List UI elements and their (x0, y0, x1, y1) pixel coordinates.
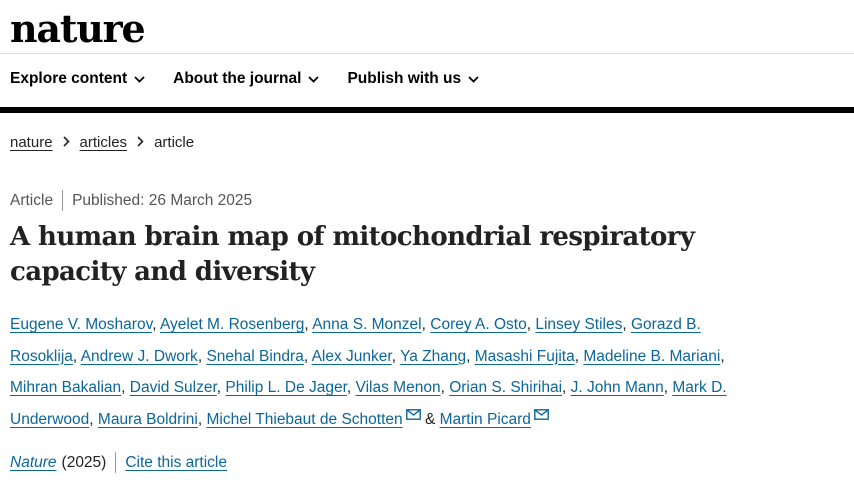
author-link[interactable]: Andrew J. Dwork (80, 347, 198, 365)
author-link[interactable]: Orian S. Shirihai (449, 379, 563, 396)
author-list: Eugene V. Mosharov, Ayelet M. Rosenberg,… (10, 309, 740, 435)
main-nav: Explore content About the journal Publis… (10, 70, 507, 88)
author-separator: , (440, 379, 445, 396)
mail-icon[interactable] (405, 408, 421, 420)
author-link[interactable]: Mark D. Underwood (10, 379, 727, 428)
nav-publish-with-us[interactable]: Publish with us (347, 70, 479, 88)
author-separator: , (72, 347, 78, 365)
author-link[interactable]: Ayelet M. Rosenberg (159, 316, 305, 333)
article-type: Article (10, 191, 54, 209)
breadcrumb-articles[interactable]: articles (79, 134, 128, 151)
author-separator: , (720, 347, 725, 365)
author-separator: , (574, 347, 580, 365)
author-link[interactable]: J. John Mann (570, 379, 664, 396)
article-title: A human brain map of mitochondrial respi… (10, 222, 695, 287)
author-link[interactable]: Anna S. Monzel (312, 316, 422, 333)
author-link[interactable]: David Sulzer (129, 379, 217, 396)
author-link[interactable]: Michel Thiebaut de Schotten (206, 410, 403, 428)
citation-line: Nature (2025) Cite this article (10, 452, 227, 473)
author-separator: , (89, 410, 94, 428)
chevron-right-icon (137, 134, 144, 151)
chevron-down-icon (134, 70, 145, 88)
breadcrumb: nature articles article (10, 134, 194, 151)
header-divider (0, 53, 854, 54)
author-separator: , (663, 379, 669, 396)
author-separator: , (152, 316, 157, 333)
citation-divider (115, 452, 117, 473)
breadcrumb-current: article (154, 134, 195, 151)
cite-this-article-link[interactable]: Cite this article (125, 453, 227, 471)
chevron-down-icon (468, 70, 479, 88)
nature-logo[interactable]: nature (10, 6, 146, 51)
author-separator: , (121, 379, 126, 396)
author-joiner: & (424, 410, 436, 428)
author-separator: , (216, 379, 222, 396)
author-link[interactable]: Corey A. Osto (430, 316, 527, 333)
nav-explore-content-label: Explore content (10, 70, 128, 87)
author-link[interactable]: Vilas Menon (355, 379, 441, 396)
author-separator: , (526, 316, 532, 333)
nav-explore-content[interactable]: Explore content (10, 70, 145, 88)
author-link[interactable]: Mihran Bakalian (10, 379, 122, 396)
author-separator: , (346, 379, 352, 396)
author-separator: , (562, 379, 567, 396)
author-separator: , (197, 410, 203, 428)
journal-link[interactable]: Nature (10, 453, 57, 471)
author-link[interactable]: Madeline B. Mariani (583, 347, 721, 365)
breadcrumb-nature[interactable]: nature (10, 134, 53, 151)
author-separator: , (391, 347, 397, 365)
author-link[interactable]: Eugene V. Mosharov (10, 316, 153, 333)
published-date: Published: 26 March 2025 (72, 191, 253, 209)
author-link[interactable]: Gorazd B. Rosoklija (10, 316, 701, 365)
citation-year: (2025) (61, 453, 107, 471)
nav-publish-with-us-label: Publish with us (347, 70, 462, 87)
chevron-right-icon (62, 134, 70, 151)
mail-icon[interactable] (534, 408, 549, 420)
author-separator: , (304, 316, 309, 333)
author-link[interactable]: Alex Junker (311, 347, 392, 365)
nav-about-journal[interactable]: About the journal (173, 70, 320, 88)
author-link[interactable]: Ya Zhang (400, 347, 467, 365)
chevron-down-icon (308, 70, 320, 88)
nav-bottom-bar (0, 107, 854, 113)
author-link[interactable]: Philip L. De Jager (225, 379, 347, 396)
author-separator: , (421, 316, 426, 333)
nav-about-journal-label: About the journal (173, 70, 302, 87)
author-separator: , (622, 316, 627, 333)
article-meta: Article Published: 26 March 2025 (10, 190, 252, 211)
author-link[interactable]: Linsey Stiles (535, 316, 623, 333)
author-separator: , (303, 347, 309, 365)
author-link[interactable]: Martin Picard (439, 410, 531, 428)
author-separator: , (197, 347, 203, 365)
author-link[interactable]: Maura Boldrini (97, 410, 198, 428)
meta-divider (62, 190, 64, 211)
author-link[interactable]: Masashi Fujita (474, 347, 575, 365)
author-separator: , (466, 347, 471, 365)
author-link[interactable]: Snehal Bindra (206, 347, 304, 365)
